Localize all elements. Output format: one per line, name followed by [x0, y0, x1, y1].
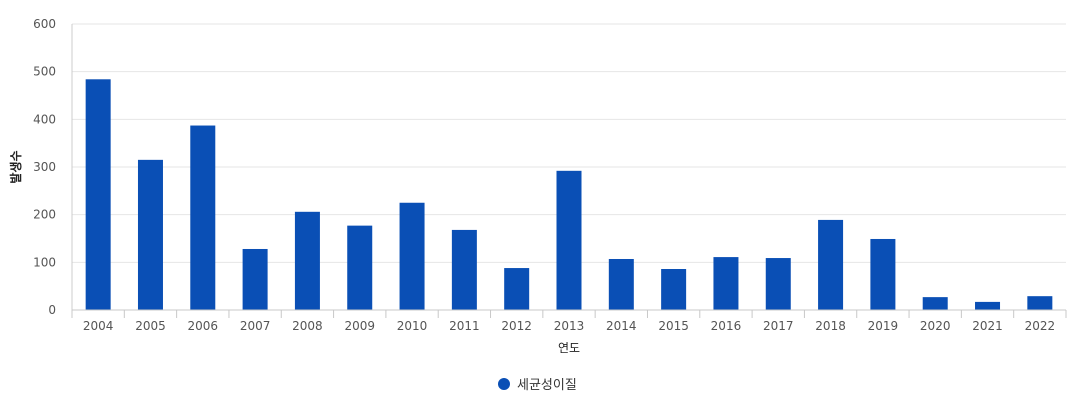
x-tick-label: 2013	[554, 319, 585, 333]
x-tick-label: 2019	[868, 319, 899, 333]
x-tick-label: 2005	[135, 319, 166, 333]
y-tick-label: 200	[33, 208, 56, 222]
bar-2021[interactable]	[975, 301, 1001, 310]
x-tick-label: 2008	[292, 319, 323, 333]
bar-2008[interactable]	[294, 211, 320, 310]
y-tick-label: 400	[33, 112, 56, 126]
legend-marker-icon	[498, 378, 510, 390]
bar-2017[interactable]	[765, 258, 791, 310]
x-tick-label: 2020	[920, 319, 951, 333]
x-tick-label: 2012	[501, 319, 532, 333]
bar-2009[interactable]	[347, 225, 373, 310]
x-tick-label: 2007	[240, 319, 271, 333]
legend-label: 세균성이질	[517, 378, 577, 393]
bar-2013[interactable]	[556, 170, 582, 310]
axes	[71, 24, 1067, 318]
y-axis-title: 발생수	[8, 150, 23, 183]
x-tick-labels: 2004 2005 2006 2007 2008 2009 2010 2011 2012 2013…	[83, 319, 1055, 333]
y-tick-label: 500	[33, 65, 56, 79]
bar-2019[interactable]	[870, 238, 896, 310]
bar-2007[interactable]	[242, 248, 268, 310]
x-tick-label: 2006	[188, 319, 219, 333]
bar-2004[interactable]	[85, 79, 111, 310]
x-tick-label: 2021	[972, 319, 1003, 333]
bar-2016[interactable]	[713, 257, 739, 310]
y-tick-label: 100	[33, 255, 56, 269]
y-tick-label: 0	[48, 303, 56, 317]
bar-2011[interactable]	[451, 229, 477, 310]
bar-2018[interactable]	[818, 219, 844, 310]
bar-2005[interactable]	[137, 159, 163, 310]
x-tick-label: 2011	[449, 319, 480, 333]
legend[interactable]: 세균성이질	[498, 378, 577, 393]
x-tick-label: 2018	[815, 319, 846, 333]
y-tick-label: 300	[33, 160, 56, 174]
x-tick-label: 2004	[83, 319, 114, 333]
x-tick-label: 2010	[397, 319, 428, 333]
bar-2010[interactable]	[399, 202, 425, 310]
y-tick-label: 600	[33, 17, 56, 31]
bar-2015[interactable]	[661, 269, 687, 310]
y-tick-labels: 0 100 200 300 400 500 600	[33, 17, 56, 317]
x-tick-label: 2016	[711, 319, 742, 333]
x-tick-label: 2017	[763, 319, 794, 333]
bar-2022[interactable]	[1027, 296, 1053, 310]
bar-2012[interactable]	[504, 268, 530, 310]
x-tick-label: 2009	[344, 319, 375, 333]
bar-2014[interactable]	[608, 258, 634, 310]
x-tick-label: 2015	[658, 319, 689, 333]
bar-2020[interactable]	[922, 297, 948, 310]
bar-2006[interactable]	[190, 125, 216, 310]
x-tick-label: 2022	[1025, 319, 1056, 333]
x-tick-label: 2014	[606, 319, 637, 333]
x-axis-title: 연도	[558, 341, 580, 355]
bars	[85, 79, 1053, 310]
